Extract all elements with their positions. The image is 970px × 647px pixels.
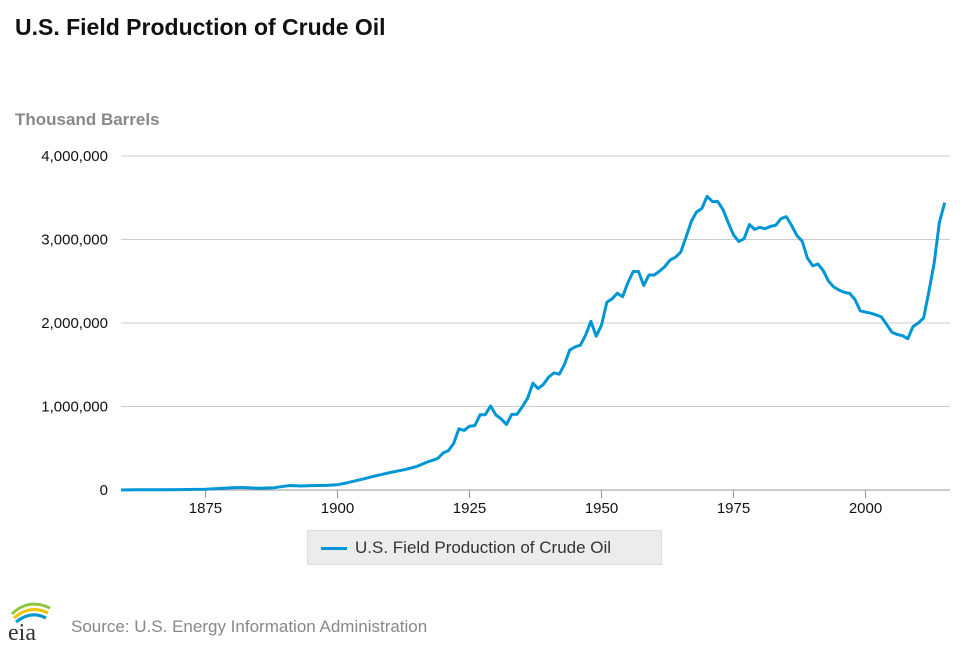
y-axis-label: Thousand Barrels [15, 110, 160, 129]
x-tick-label: 1950 [585, 500, 618, 517]
source-note: Source: U.S. Energy Information Administ… [71, 617, 428, 636]
x-tick-label: 2000 [849, 500, 882, 517]
y-tick-labels: 0 1,000,000 2,000,000 3,000,000 4,000,000 [41, 148, 108, 499]
x-tick-label: 1875 [189, 500, 222, 517]
legend-swatch [321, 547, 347, 550]
y-tick-label: 2,000,000 [41, 315, 108, 332]
series-line[interactable] [120, 194, 947, 492]
y-tick-label: 4,000,000 [41, 148, 108, 165]
svg-text:eia: eia [8, 620, 36, 644]
eia-logo: eia [8, 602, 51, 644]
y-tick-label: 1,000,000 [41, 399, 108, 416]
y-tick-label: 3,000,000 [41, 232, 108, 249]
x-tick-label: 1900 [321, 500, 354, 517]
gridlines [121, 155, 950, 491]
x-tick-label: 1925 [453, 500, 486, 517]
x-tick-labels: 1875 1900 1925 1950 1975 2000 [189, 490, 882, 517]
x-tick-label: 1975 [717, 500, 750, 517]
chart-title: U.S. Field Production of Crude Oil [15, 14, 386, 40]
y-tick-label: 0 [100, 482, 108, 499]
legend-label: U.S. Field Production of Crude Oil [355, 538, 612, 557]
series-group [120, 194, 947, 492]
legend[interactable]: U.S. Field Production of Crude Oil [307, 530, 662, 565]
